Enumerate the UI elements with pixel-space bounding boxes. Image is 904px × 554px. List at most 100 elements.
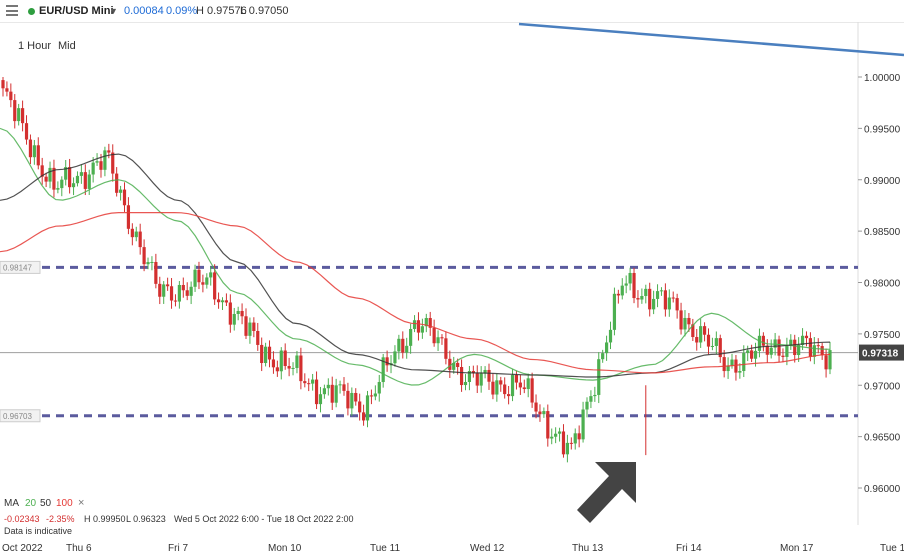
candle-body	[671, 297, 675, 299]
candle-body	[244, 316, 248, 336]
candle-body	[232, 313, 236, 325]
candle-body	[334, 385, 338, 403]
close-icon[interactable]: ×	[78, 497, 85, 509]
candle-body	[385, 357, 389, 366]
candle-body	[432, 327, 436, 344]
candle-body	[750, 350, 754, 359]
candle-body	[197, 269, 201, 283]
candle-body	[354, 392, 358, 402]
candle-body	[522, 387, 526, 390]
candle-body	[624, 283, 628, 286]
candle-body	[781, 355, 785, 357]
candle-body	[475, 373, 479, 386]
candle-body	[279, 350, 283, 372]
candle-body	[158, 283, 162, 297]
candle-body	[495, 380, 499, 395]
candle-body	[173, 300, 178, 302]
chevron-down-icon[interactable]: ▼	[109, 6, 118, 16]
candle-body	[730, 359, 734, 366]
x-tick-label: Thu 6	[66, 543, 92, 554]
ma-50-label[interactable]: 50	[40, 498, 52, 509]
candle-body	[628, 272, 632, 284]
candle-body	[28, 139, 33, 158]
candle-body	[459, 367, 464, 386]
candle-body	[636, 298, 640, 300]
candle-body	[734, 359, 738, 373]
candle-body	[467, 371, 472, 382]
candle-body	[393, 351, 397, 364]
price-type-selector[interactable]: Mid	[58, 40, 76, 52]
instrument-name[interactable]: EUR/USD Mini	[39, 5, 114, 17]
candle-body	[706, 334, 711, 347]
candle-body	[401, 338, 405, 353]
candle-body	[742, 353, 746, 371]
candle-body	[213, 272, 217, 300]
ma-100-label[interactable]: 100	[56, 498, 73, 509]
candle-body	[444, 338, 448, 359]
x-tick-label: Wed 12	[470, 543, 505, 554]
candle-body	[471, 371, 475, 374]
candle-body	[569, 442, 573, 444]
candle-body	[702, 326, 707, 335]
candle-body	[201, 282, 205, 285]
candle-body	[91, 162, 95, 175]
candle-body	[264, 346, 268, 364]
candle-body	[260, 344, 264, 364]
candle-body	[722, 357, 726, 372]
ma-label: MA	[4, 498, 19, 509]
price-tag: 0.97318	[862, 349, 899, 360]
interval-selector[interactable]: 1 Hour	[18, 40, 52, 52]
candle-body	[71, 183, 76, 188]
candle-body	[565, 442, 569, 455]
candle-body	[134, 231, 138, 238]
candle-body	[561, 431, 566, 455]
candle-body	[118, 189, 123, 193]
candle-body	[659, 290, 664, 292]
candle-body	[777, 339, 781, 356]
y-tick-label: 0.97000	[864, 381, 901, 392]
candle-body	[68, 167, 72, 188]
candle-body	[557, 431, 562, 434]
candle-body	[412, 320, 417, 329]
candle-body	[126, 205, 131, 229]
candle-body	[581, 409, 585, 440]
candle-body	[32, 145, 36, 158]
candle-body	[769, 347, 773, 355]
candle-body	[632, 272, 636, 299]
candle-body	[699, 326, 703, 343]
candle-body	[103, 150, 107, 170]
candle-body	[1, 80, 5, 89]
candle-body	[530, 378, 534, 403]
session-high: H 0.97576	[196, 5, 247, 17]
candle-body	[87, 174, 91, 189]
candle-body	[318, 394, 323, 405]
date-range: Wed 5 Oct 2022 6:00 - Tue 18 Oct 2022 2:…	[174, 514, 354, 524]
x-tick-label: Mon 17	[780, 543, 814, 554]
candle-body	[761, 335, 765, 346]
candle-body	[303, 381, 307, 384]
arrow-annotation	[577, 462, 636, 523]
candle-body	[589, 396, 593, 402]
candle-body	[526, 378, 530, 390]
candle-body	[9, 91, 13, 101]
candle-body	[166, 284, 170, 287]
candle-body	[683, 317, 687, 330]
ma-20-label[interactable]: 20	[25, 498, 37, 509]
candle-body	[189, 286, 193, 296]
menu-icon[interactable]	[6, 5, 18, 16]
candle-body	[60, 179, 64, 189]
candle-body	[169, 286, 174, 301]
stats-high: H 0.99950	[84, 514, 126, 524]
candle-body	[79, 172, 83, 176]
candle-body	[804, 335, 809, 339]
y-tick-label: 0.99000	[864, 176, 901, 187]
candle-body	[800, 335, 805, 346]
candle-body	[381, 357, 385, 383]
candle-body	[283, 350, 287, 367]
candle-body	[593, 394, 597, 397]
candle-body	[409, 328, 413, 346]
candle-body	[710, 345, 715, 347]
candle-body	[765, 345, 769, 355]
level-label-box	[0, 260, 41, 274]
